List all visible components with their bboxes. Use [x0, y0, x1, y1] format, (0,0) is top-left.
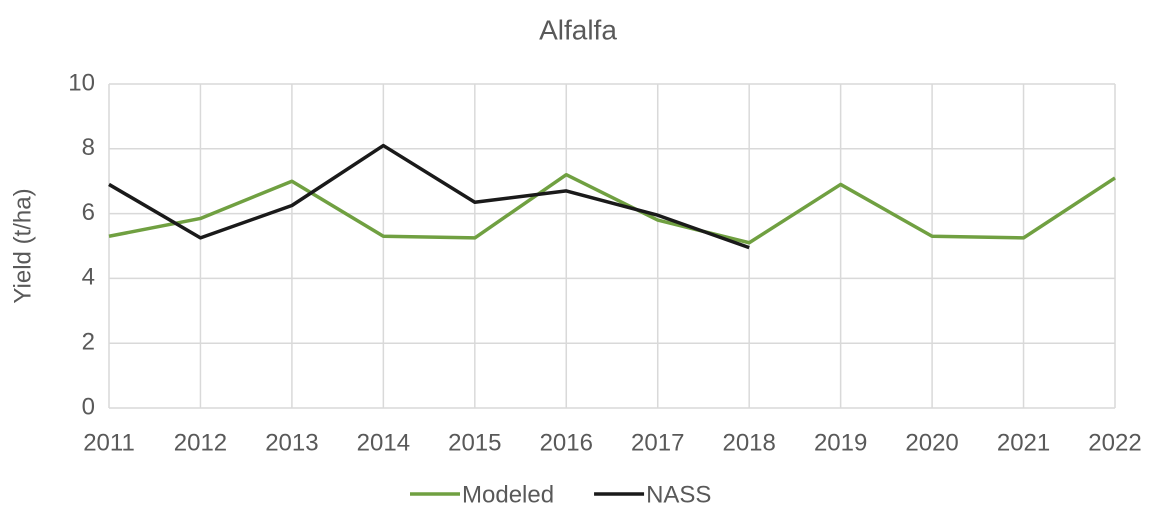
x-tick-label: 2018: [722, 429, 775, 456]
legend-label: NASS: [646, 481, 711, 508]
y-tick-label: 4: [82, 264, 95, 291]
x-tick-label: 2013: [265, 429, 318, 456]
x-tick-label: 2020: [905, 429, 958, 456]
x-tick-label: 2014: [357, 429, 410, 456]
x-tick-label: 2012: [174, 429, 227, 456]
x-tick-label: 2017: [631, 429, 684, 456]
x-tick-label: 2015: [448, 429, 501, 456]
series-line: [108, 143, 750, 250]
y-tick-label: 6: [82, 199, 95, 226]
series-line: [108, 172, 1116, 245]
y-tick-label: 8: [82, 134, 95, 161]
x-tick-label: 2011: [83, 429, 135, 456]
x-tick-label: 2019: [814, 429, 867, 456]
y-tick-label: 10: [68, 69, 95, 96]
y-axis-label: Yield (t/ha): [9, 188, 36, 303]
y-tick-label: 2: [82, 329, 95, 356]
y-tick-label: 0: [82, 393, 95, 420]
legend-label: Modeled: [462, 481, 554, 508]
x-tick-label: 2016: [540, 429, 593, 456]
x-tick-label: 2022: [1088, 429, 1141, 456]
chart-title: Alfalfa: [539, 14, 617, 45]
x-tick-label: 2021: [997, 429, 1050, 456]
